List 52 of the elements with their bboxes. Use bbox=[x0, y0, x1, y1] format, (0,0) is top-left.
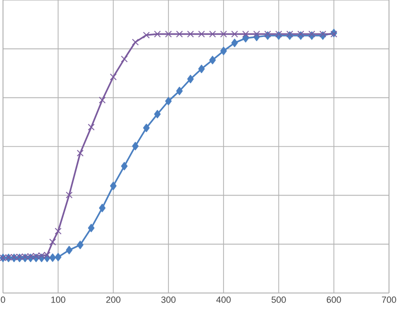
point bbox=[264, 30, 272, 38]
point bbox=[76, 240, 84, 250]
point bbox=[187, 30, 194, 38]
point bbox=[198, 30, 205, 38]
point bbox=[54, 252, 62, 262]
x-tick-label: 400 bbox=[216, 296, 231, 303]
point bbox=[154, 30, 161, 38]
point bbox=[132, 38, 139, 46]
point bbox=[209, 56, 216, 64]
point bbox=[142, 32, 150, 38]
x-tick-label: 200 bbox=[106, 296, 120, 303]
point bbox=[308, 30, 316, 38]
point bbox=[98, 96, 106, 104]
point bbox=[66, 192, 73, 198]
point bbox=[49, 238, 56, 246]
x-tick-label: 300 bbox=[161, 296, 176, 303]
x-tick-label: 0 bbox=[0, 296, 6, 303]
x-tick-label: 500 bbox=[272, 296, 286, 303]
point bbox=[98, 204, 106, 212]
x-tick-label: 600 bbox=[326, 296, 341, 303]
point bbox=[110, 182, 117, 190]
point bbox=[76, 150, 84, 157]
point bbox=[88, 224, 95, 232]
point bbox=[220, 46, 227, 56]
point bbox=[165, 96, 172, 106]
point bbox=[54, 228, 62, 235]
point bbox=[88, 124, 95, 131]
point bbox=[120, 56, 128, 62]
point bbox=[143, 124, 150, 132]
point bbox=[253, 30, 260, 38]
x-tick-label: 700 bbox=[382, 296, 396, 303]
point bbox=[209, 30, 216, 38]
point bbox=[286, 30, 294, 38]
point bbox=[110, 74, 117, 80]
point bbox=[231, 30, 238, 38]
x-tick-label: 100 bbox=[51, 296, 66, 303]
point bbox=[297, 30, 304, 38]
point bbox=[187, 74, 194, 84]
point bbox=[231, 38, 238, 48]
point bbox=[198, 64, 205, 74]
point bbox=[132, 142, 139, 150]
point bbox=[121, 162, 128, 170]
point bbox=[154, 110, 161, 118]
point bbox=[49, 253, 56, 262]
point bbox=[242, 30, 250, 38]
point bbox=[176, 30, 183, 38]
point bbox=[220, 30, 227, 38]
point bbox=[319, 30, 326, 38]
point bbox=[176, 86, 183, 96]
point bbox=[275, 30, 282, 38]
point bbox=[66, 246, 72, 254]
point bbox=[165, 30, 172, 38]
